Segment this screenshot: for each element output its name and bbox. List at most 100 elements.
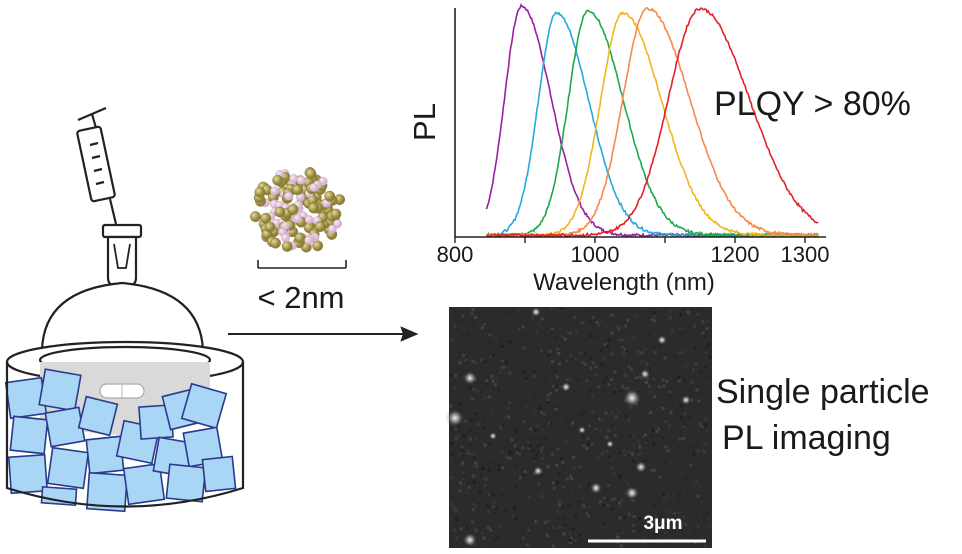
noise-pixel <box>501 486 504 490</box>
noise-pixel <box>668 390 672 394</box>
noise-pixel <box>531 340 535 344</box>
noise-pixel <box>473 452 477 456</box>
chart-series-6 <box>485 7 819 239</box>
nanoparticle-atom-gold <box>272 174 284 186</box>
noise-pixel <box>580 394 584 398</box>
noise-pixel <box>518 517 522 521</box>
noise-pixel <box>510 524 514 528</box>
noise-pixel <box>472 322 476 326</box>
noise-pixel <box>704 351 708 355</box>
nanoparticle-atom-gold <box>249 211 261 223</box>
noise-pixel <box>606 504 610 508</box>
nanoparticle-atom-gold <box>314 221 326 233</box>
noise-pixel <box>515 517 519 521</box>
noise-pixel <box>607 461 611 465</box>
nanoparticle-atom-pink <box>304 235 314 245</box>
noise-pixel <box>631 453 635 457</box>
noise-pixel <box>458 402 462 405</box>
noise-pixel <box>688 511 692 515</box>
noise-pixel <box>556 510 560 514</box>
noise-pixel <box>637 439 641 443</box>
noise-pixel <box>456 322 460 326</box>
nanoparticle-atom-pink <box>333 219 342 229</box>
emission-spot <box>623 389 641 407</box>
noise-pixel <box>575 329 579 333</box>
noise-pixel <box>453 385 457 389</box>
noise-pixel <box>510 438 514 442</box>
noise-pixel <box>537 322 540 326</box>
noise-pixel <box>669 410 673 414</box>
noise-pixel <box>611 411 614 415</box>
noise-pixel <box>601 362 605 366</box>
noise-pixel <box>556 405 560 409</box>
noise-pixel <box>540 374 544 378</box>
noise-pixel <box>552 486 556 490</box>
noise-pixel <box>561 524 565 527</box>
noise-pixel <box>694 512 698 516</box>
noise-pixel <box>644 367 648 371</box>
noise-pixel <box>563 543 567 547</box>
noise-pixel <box>449 404 453 408</box>
noise-pixel <box>582 444 586 448</box>
noise-pixel <box>551 481 555 485</box>
noise-pixel <box>522 341 526 345</box>
noise-pixel <box>502 427 506 430</box>
noise-pixel <box>464 510 468 514</box>
noise-pixel <box>578 485 582 489</box>
noise-pixel <box>505 360 509 364</box>
size-bracket <box>257 260 347 269</box>
noise-pixel <box>601 417 605 421</box>
noise-pixel <box>489 454 493 458</box>
noise-pixel <box>652 504 656 508</box>
noise-pixel <box>600 451 604 455</box>
noise-pixel <box>589 366 593 370</box>
noise-pixel <box>455 542 459 546</box>
noise-pixel <box>616 535 620 539</box>
noise-pixel <box>594 400 598 404</box>
noise-pixel <box>688 389 692 393</box>
noise-pixel <box>610 331 614 335</box>
noise-pixel <box>693 541 697 545</box>
noise-pixel <box>498 367 502 371</box>
noise-pixel <box>696 482 699 486</box>
noise-pixel <box>637 453 641 457</box>
noise-pixel <box>644 382 648 386</box>
noise-pixel <box>534 428 538 432</box>
noise-pixel <box>607 484 611 487</box>
noise-pixel <box>472 387 476 391</box>
noise-pixel <box>458 350 462 354</box>
noise-pixel <box>490 375 494 379</box>
noise-pixel <box>547 400 551 404</box>
noise-pixel <box>523 470 527 474</box>
noise-pixel <box>656 466 660 470</box>
noise-pixel <box>617 530 621 534</box>
noise-pixel <box>463 419 467 423</box>
chart-x-ticks: 800 1000 1200 1300 <box>437 237 829 267</box>
noise-pixel <box>477 419 481 423</box>
noise-pixel <box>621 345 625 349</box>
noise-pixel <box>470 418 474 422</box>
noise-pixel <box>601 371 605 375</box>
noise-pixel <box>531 539 535 543</box>
noise-pixel <box>703 333 707 337</box>
noise-pixel <box>547 422 551 426</box>
noise-pixel <box>609 381 613 384</box>
noise-pixel <box>514 459 518 463</box>
noise-pixel <box>531 436 535 440</box>
noise-pixel <box>703 443 707 447</box>
noise-pixel <box>638 368 642 372</box>
noise-pixel <box>568 538 572 542</box>
noise-pixel <box>683 364 687 368</box>
noise-pixel <box>471 308 475 311</box>
noise-pixel <box>641 542 645 546</box>
noise-pixel <box>460 538 464 542</box>
noise-pixel <box>489 410 493 414</box>
noise-pixel <box>702 518 706 522</box>
noise-pixel <box>582 396 585 400</box>
noise-pixel <box>491 353 495 357</box>
noise-pixel <box>513 464 517 468</box>
noise-pixel <box>470 397 474 401</box>
noise-pixel <box>542 412 546 416</box>
noise-pixel <box>642 359 646 363</box>
noise-pixel <box>686 330 690 334</box>
